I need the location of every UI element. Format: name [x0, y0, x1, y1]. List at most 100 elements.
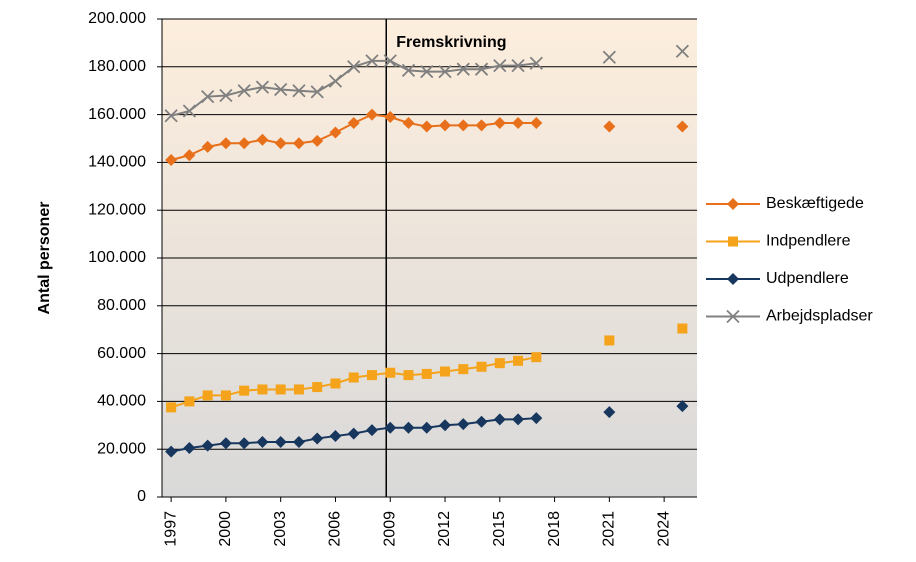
point — [183, 149, 196, 162]
point — [402, 116, 415, 129]
point — [330, 378, 341, 389]
point — [603, 120, 616, 133]
point — [493, 116, 506, 129]
point — [676, 120, 689, 133]
y-tick-label: 160.000 — [88, 106, 146, 123]
point — [219, 137, 232, 150]
point — [366, 370, 377, 381]
point — [475, 119, 488, 132]
legend-label: Arbejdspladser — [766, 308, 873, 325]
x-tick-label: 2018 — [546, 511, 563, 547]
y-tick-label: 120.000 — [88, 201, 146, 218]
point — [365, 54, 379, 68]
point — [238, 437, 251, 450]
point — [420, 421, 433, 434]
point — [274, 82, 288, 97]
point — [494, 358, 505, 369]
point — [201, 439, 214, 452]
x-tick-label: 2000 — [217, 511, 234, 547]
point — [456, 62, 470, 76]
point — [677, 323, 688, 334]
y-tick-label: 0 — [137, 488, 146, 505]
point — [256, 436, 269, 449]
point — [365, 424, 378, 437]
point — [365, 108, 378, 121]
y-tick-label: 80.000 — [97, 297, 146, 314]
point — [511, 58, 525, 73]
x-tick-label: 2003 — [272, 511, 289, 547]
point — [164, 109, 178, 123]
point — [237, 84, 251, 98]
legend-label: Beskæftigede — [766, 195, 864, 212]
y-tick-label: 200.000 — [88, 10, 146, 27]
point — [165, 445, 178, 458]
point — [513, 355, 524, 366]
point — [329, 126, 342, 139]
point — [292, 436, 305, 449]
point — [474, 62, 489, 76]
point — [255, 80, 270, 94]
point — [383, 54, 397, 68]
legend-marker — [726, 309, 740, 324]
point — [439, 419, 452, 432]
legend-label: Udpendlere — [766, 270, 849, 287]
point — [292, 137, 305, 150]
point — [676, 400, 689, 413]
point — [292, 84, 306, 98]
legend-label: Indpendlere — [766, 233, 851, 250]
point — [256, 133, 269, 146]
point — [493, 413, 506, 426]
point — [420, 120, 433, 133]
legend-marker — [727, 273, 739, 285]
point — [238, 137, 251, 150]
point — [311, 134, 324, 147]
y-tick-label: 60.000 — [97, 345, 146, 362]
point — [439, 119, 452, 132]
point — [201, 140, 214, 153]
point — [165, 154, 178, 167]
point — [328, 74, 343, 88]
point — [347, 427, 360, 440]
point — [384, 110, 397, 123]
point — [385, 367, 396, 378]
point — [403, 370, 414, 381]
point — [512, 116, 525, 129]
point — [420, 64, 434, 79]
point — [274, 436, 287, 449]
x-tick-label: 2006 — [327, 511, 344, 547]
point — [401, 63, 416, 78]
point — [457, 119, 470, 132]
point — [348, 372, 359, 383]
x-tick-label: 2012 — [436, 511, 453, 547]
point — [603, 406, 616, 419]
point — [529, 56, 543, 70]
legend-marker — [728, 236, 738, 247]
point — [512, 413, 525, 426]
point — [239, 385, 250, 396]
point — [530, 412, 543, 425]
legend-marker — [727, 198, 739, 210]
x-tick-label: 2009 — [381, 511, 398, 547]
y-tick-label: 140.000 — [88, 154, 146, 171]
point — [311, 432, 324, 445]
point — [347, 116, 360, 129]
point — [531, 352, 542, 363]
point — [438, 64, 452, 79]
y-tick-label: 100.000 — [88, 249, 146, 266]
point — [384, 421, 397, 434]
point — [457, 418, 470, 431]
point — [347, 60, 361, 74]
point — [219, 437, 232, 450]
point — [182, 104, 197, 118]
y-tick-label: 180.000 — [88, 58, 146, 75]
point — [493, 58, 507, 73]
point — [310, 85, 324, 99]
point — [274, 137, 287, 150]
x-tick-label: 1997 — [162, 511, 179, 547]
point — [440, 366, 451, 377]
y-axis-label: Antal personer — [36, 202, 53, 315]
x-tick-label: 2021 — [601, 511, 618, 547]
point — [402, 421, 415, 434]
point — [183, 442, 196, 455]
